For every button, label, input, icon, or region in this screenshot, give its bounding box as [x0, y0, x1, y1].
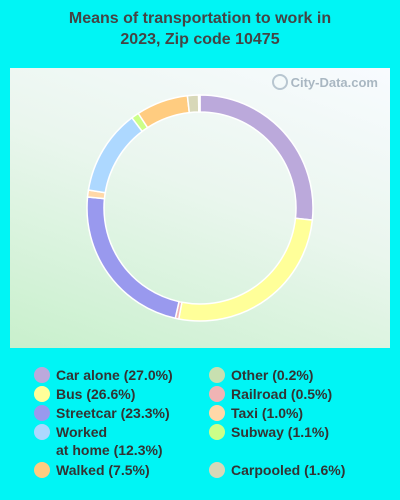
- donut-slice-1: [177, 217, 314, 322]
- plot-area: City-Data.com: [10, 68, 390, 348]
- legend-swatch: [34, 367, 50, 383]
- legend-label: Streetcar (23.3%): [56, 405, 170, 421]
- legend-label: Worked at home (12.3%): [56, 424, 163, 458]
- legend-label: Walked (7.5%): [56, 462, 150, 478]
- legend-item-right-4: Carpooled (1.6%): [209, 461, 346, 479]
- legend-item-left-2: Streetcar (23.3%): [34, 404, 170, 422]
- watermark-text: City-Data.com: [290, 75, 378, 90]
- legend-label: Other (0.2%): [231, 367, 314, 383]
- donut-slice-9: [197, 94, 201, 113]
- donut-chart: [86, 94, 314, 322]
- donut-slice-0: [199, 94, 314, 221]
- chart-title: Means of transportation to work in 2023,…: [0, 8, 400, 50]
- legend-label: Bus (26.6%): [56, 386, 136, 402]
- legend-item-left-4: Walked (7.5%): [34, 461, 150, 479]
- legend-item-right-2: Taxi (1.0%): [209, 404, 304, 422]
- legend-item-right-0: Other (0.2%): [209, 366, 314, 384]
- legend-swatch: [34, 386, 50, 402]
- legend-swatch: [209, 462, 225, 478]
- legend-item-right-3: Subway (1.1%): [209, 423, 330, 441]
- legend-swatch: [34, 424, 50, 440]
- donut-slice-8: [186, 94, 200, 114]
- legend-swatch: [209, 367, 225, 383]
- watermark: City-Data.com: [271, 74, 378, 90]
- legend-label: Carpooled (1.6%): [231, 462, 346, 478]
- legend-swatch: [34, 462, 50, 478]
- legend-swatch: [34, 405, 50, 421]
- legend-swatch: [209, 386, 225, 402]
- chart-title-line-1: Means of transportation to work in: [68, 10, 332, 27]
- legend-item-left-0: Car alone (27.0%): [34, 366, 173, 384]
- legend-label: Subway (1.1%): [231, 424, 330, 440]
- legend-swatch: [209, 405, 225, 421]
- legend-label: Railroad (0.5%): [231, 386, 333, 402]
- legend-item-left-1: Bus (26.6%): [34, 385, 136, 403]
- donut-slice-5: [87, 116, 144, 194]
- donut-slice-3: [86, 196, 180, 320]
- donut-slice-7: [137, 94, 191, 129]
- legend-label: Taxi (1.0%): [231, 405, 304, 421]
- legend-item-right-1: Railroad (0.5%): [209, 385, 333, 403]
- chart-title-line-2: 2023, Zip code 10475: [120, 31, 280, 48]
- legend-label: Car alone (27.0%): [56, 367, 173, 383]
- legend-item-left-3: Worked at home (12.3%): [34, 423, 163, 459]
- watermark-icon: [271, 74, 288, 90]
- legend-swatch: [209, 424, 225, 440]
